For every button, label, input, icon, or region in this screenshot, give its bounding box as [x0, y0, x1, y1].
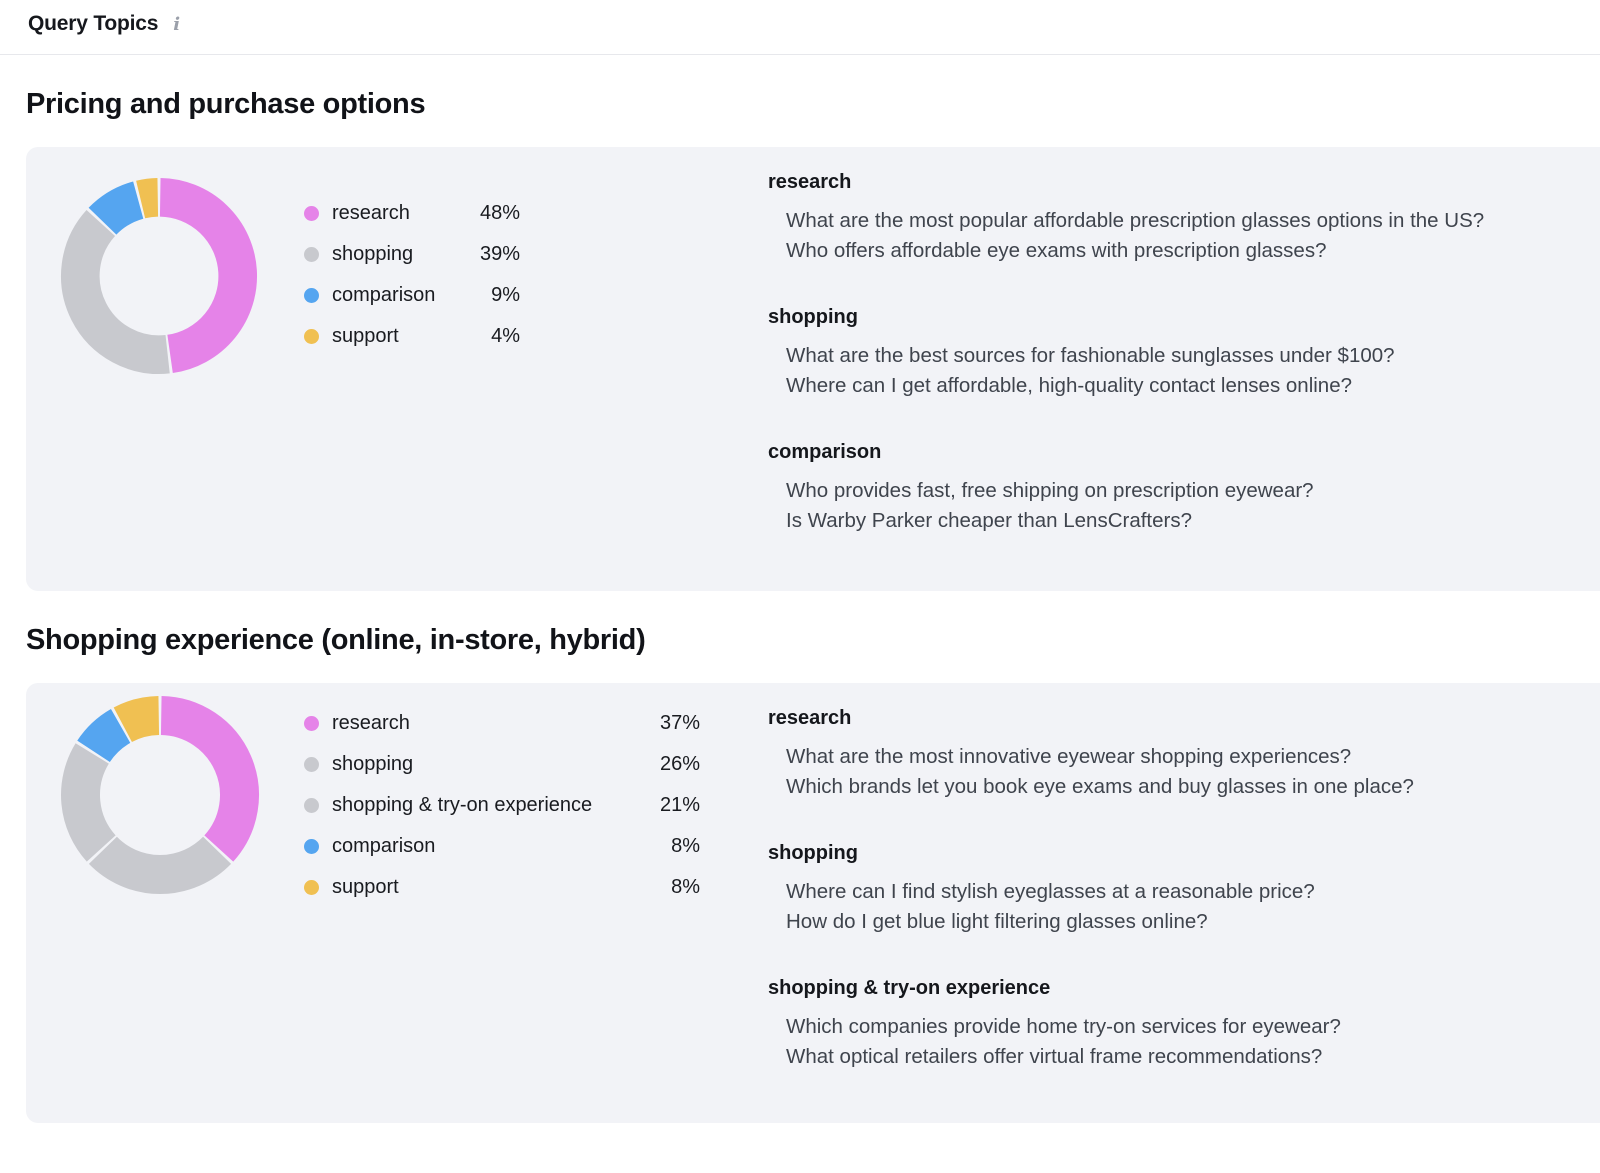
query-item: Where can I find stylish eyeglasses at a… [786, 880, 1315, 903]
query-group-title: research [768, 707, 852, 729]
donut-chart-shopping-experience[interactable] [60, 695, 260, 895]
legend-dot-support [304, 329, 319, 344]
legend-label: shopping [332, 243, 414, 265]
query-group-title: shopping & try-on experience [768, 977, 1051, 999]
legend-item-comparison[interactable]: comparison 8% [304, 834, 700, 859]
donut-segment-research[interactable] [160, 696, 259, 862]
query-item: Which brands let you book eye exams and … [786, 775, 1414, 798]
query-group-shopping-try-on: shopping & try-on experience Which compa… [768, 977, 1564, 1072]
legend-dot-research [304, 716, 319, 731]
query-group-comparison: comparison Who provides fast, free shipp… [768, 441, 1564, 536]
legend-item-shopping[interactable]: shopping 26% [304, 752, 700, 777]
legend-item-research[interactable]: research 48% [304, 201, 520, 226]
donut-chart-pricing[interactable] [60, 177, 258, 375]
legend-item-support[interactable]: support 4% [304, 324, 520, 349]
donut-svg[interactable] [60, 177, 258, 375]
legend-dot-support [304, 880, 319, 895]
query-item: Who offers affordable eye exams with pre… [786, 239, 1327, 262]
donut-segment-shopping[interactable] [61, 210, 170, 374]
legend-item-shopping-try-on[interactable]: shopping & try-on experience 21% [304, 793, 700, 818]
query-item: Which companies provide home try-on serv… [786, 1015, 1341, 1038]
info-icon[interactable]: i [173, 14, 181, 35]
donut-segment-comparison[interactable] [88, 181, 145, 236]
legend-item-shopping[interactable]: shopping 39% [304, 242, 520, 267]
legend-value: 8% [671, 876, 700, 898]
query-group-research: research What are the most popular affor… [768, 171, 1564, 266]
donut-svg[interactable] [60, 695, 260, 895]
legend-value: 4% [491, 325, 520, 347]
shopping-experience-card: research 37% shopping 26% shopping & try… [26, 683, 1600, 1123]
legend-dot-shopping [304, 757, 319, 772]
page-title: Query Topics [28, 12, 159, 35]
legend-label: shopping [332, 753, 414, 775]
legend-value: 39% [479, 243, 520, 265]
query-item: Is Warby Parker cheaper than LensCrafter… [786, 509, 1193, 532]
query-item: What are the most popular affordable pre… [786, 209, 1485, 232]
legend-label: comparison [332, 835, 436, 857]
legend-value: 21% [659, 794, 700, 816]
legend-dot-comparison [304, 288, 319, 303]
donut-segment-research[interactable] [159, 178, 257, 374]
legend-label: support [332, 876, 399, 898]
legend-pricing: research 48% shopping 39% comparison 9% … [304, 201, 520, 349]
query-group-title: shopping [768, 842, 858, 864]
legend-value: 26% [659, 753, 700, 775]
donut-segment-support[interactable] [136, 178, 159, 219]
legend-dot-shopping-try-on [304, 798, 319, 813]
donut-segment-shopping[interactable] [88, 836, 232, 894]
legend-value: 9% [491, 284, 520, 306]
legend-dot-research [304, 206, 319, 221]
legend-dot-shopping [304, 247, 319, 262]
query-item: What are the most innovative eyewear sho… [786, 745, 1352, 768]
donut-segment-comparison[interactable] [77, 709, 131, 763]
legend-label: shopping & try-on experience [332, 794, 593, 816]
query-item: How do I get blue light filtering glasse… [786, 910, 1208, 933]
query-list-shopping-experience: research What are the most innovative ey… [768, 707, 1564, 1112]
pricing-card: research 48% shopping 39% comparison 9% … [26, 147, 1600, 591]
query-item: Who provides fast, free shipping on pres… [786, 479, 1314, 502]
legend-label: comparison [332, 284, 436, 306]
query-group-title: shopping [768, 306, 858, 328]
legend-value: 48% [479, 202, 520, 224]
query-group-title: research [768, 171, 852, 193]
query-group-shopping: shopping What are the best sources for f… [768, 306, 1564, 401]
query-item: What optical retailers offer virtual fra… [786, 1045, 1323, 1068]
section-title-shopping-experience: Shopping experience (online, in-store, h… [26, 624, 646, 656]
query-group-shopping: shopping Where can I find stylish eyegla… [768, 842, 1564, 937]
legend-shopping-experience: research 37% shopping 26% shopping & try… [304, 711, 700, 900]
legend-value: 37% [659, 712, 700, 734]
donut-segment-shopping-try-on-experience[interactable] [61, 743, 117, 862]
legend-label: research [332, 202, 410, 224]
legend-value: 8% [671, 835, 700, 857]
donut-segment-support[interactable] [113, 696, 160, 743]
legend-label: research [332, 712, 410, 734]
query-item: What are the best sources for fashionabl… [786, 344, 1395, 367]
query-item: Where can I get affordable, high-quality… [786, 374, 1353, 397]
legend-item-research[interactable]: research 37% [304, 711, 700, 736]
legend-item-comparison[interactable]: comparison 9% [304, 283, 520, 308]
legend-item-support[interactable]: support 8% [304, 875, 700, 900]
query-list-pricing: research What are the most popular affor… [768, 171, 1564, 576]
section-title-pricing: Pricing and purchase options [26, 88, 426, 120]
query-topics-header: Query Topics i [0, 0, 1600, 55]
legend-label: support [332, 325, 399, 347]
legend-dot-comparison [304, 839, 319, 854]
query-group-research: research What are the most innovative ey… [768, 707, 1564, 802]
query-group-title: comparison [768, 441, 882, 463]
